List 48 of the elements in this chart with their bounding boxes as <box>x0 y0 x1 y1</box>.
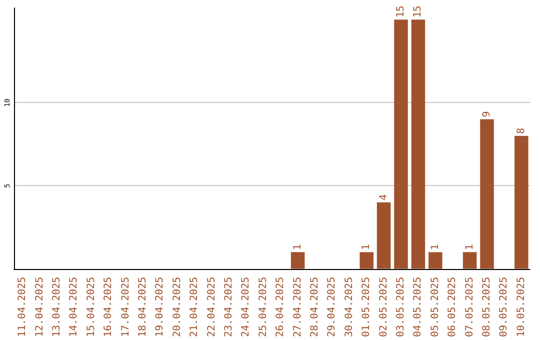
x-tick-label: 07.05.2025 <box>464 276 476 338</box>
x-tick-label: 26.04.2025 <box>275 276 286 338</box>
data-label: 9 <box>482 111 492 118</box>
bar <box>290 252 305 269</box>
x-tick-label: 21.04.2025 <box>189 276 200 338</box>
x-tick-label: 12.04.2025 <box>34 276 46 338</box>
bar <box>480 119 494 269</box>
x-tick-label: 02.05.2025 <box>378 276 390 338</box>
x-tick-label: 08.05.2025 <box>482 276 492 338</box>
data-label: 15 <box>396 6 406 18</box>
x-tick-label: 18.04.2025 <box>138 276 148 338</box>
x-tick-label: 15.04.2025 <box>86 276 97 338</box>
x-tick-label: 24.04.2025 <box>240 276 252 338</box>
x-tick-label: 13.04.2025 <box>52 276 62 338</box>
bar <box>394 20 408 269</box>
data-label: 4 <box>378 194 390 200</box>
x-tick-label: 28.04.2025 <box>310 276 320 338</box>
x-tick-label: 16.04.2025 <box>103 276 114 338</box>
x-tick-label: 19.04.2025 <box>154 276 166 338</box>
x-tick-label: 17.04.2025 <box>120 276 132 338</box>
x-tick-label: 29.04.2025 <box>326 276 338 338</box>
x-tick-label: 06.05.2025 <box>447 276 458 338</box>
bar <box>514 136 528 269</box>
data-label: 1 <box>464 244 476 250</box>
x-tick-label: 14.04.2025 <box>68 276 80 338</box>
bar <box>462 252 477 269</box>
x-tick-label: 25.04.2025 <box>258 276 269 338</box>
bar <box>428 252 442 269</box>
bar <box>411 20 426 269</box>
data-label: 1 <box>361 244 372 250</box>
x-tick-label: 04.05.2025 <box>412 276 424 338</box>
bar <box>376 202 391 269</box>
x-tick-label: 23.04.2025 <box>224 276 234 338</box>
x-tick-label: 01.05.2025 <box>361 276 372 338</box>
x-tick-label: 05.05.2025 <box>430 276 441 338</box>
bar <box>360 252 374 269</box>
x-tick-label: 27.04.2025 <box>292 276 304 338</box>
x-tick-label: 03.05.2025 <box>396 276 406 338</box>
data-label: 15 <box>412 6 424 18</box>
x-tick-label: 30.04.2025 <box>344 276 355 338</box>
x-tick-label: 10.05.2025 <box>516 276 527 338</box>
x-tick-label: 22.04.2025 <box>206 276 218 338</box>
data-label: 8 <box>516 128 527 134</box>
data-label: 1 <box>430 244 441 250</box>
x-tick-label: 20.04.2025 <box>172 276 183 338</box>
data-label: 1 <box>292 244 304 250</box>
x-tick-label: 09.05.2025 <box>498 276 510 338</box>
x-tick-label: 11.04.2025 <box>17 276 28 338</box>
